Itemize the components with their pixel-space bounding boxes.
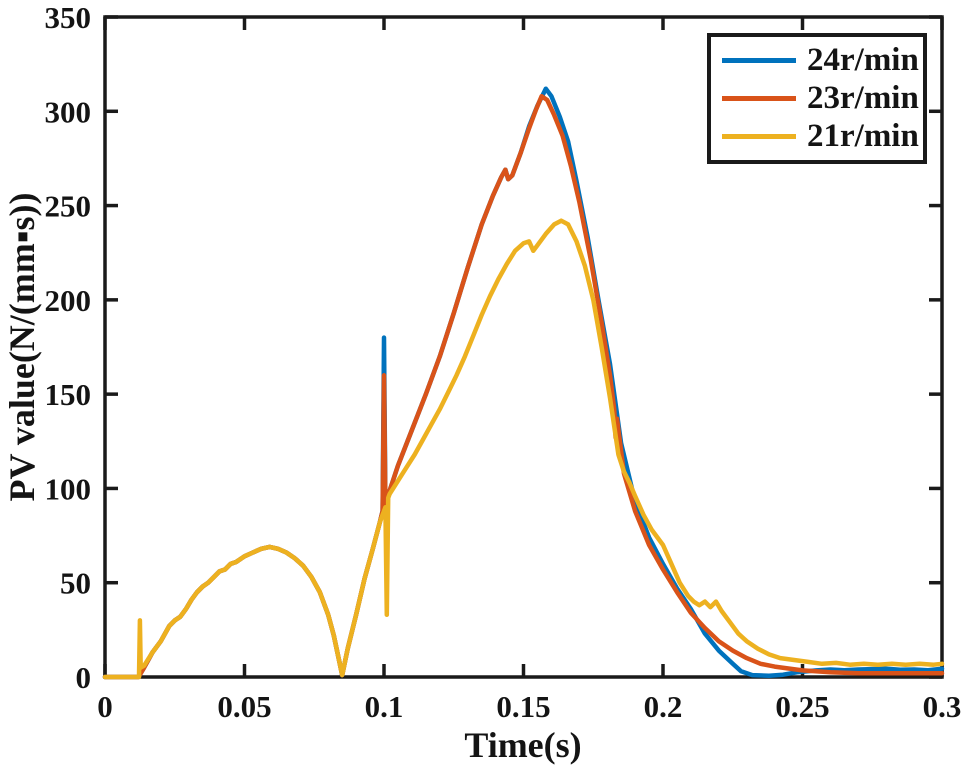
x-tick-label: 0.3 — [923, 689, 962, 724]
series-line-24rmin — [102, 86, 945, 680]
series-line-23rmin — [102, 93, 945, 680]
x-tick-label: 0.1 — [365, 689, 404, 724]
y-tick-label: 0 — [76, 660, 92, 695]
x-tick-label: 0.05 — [217, 689, 271, 724]
legend-line-swatch-23rmin — [722, 95, 796, 101]
data-series — [102, 86, 945, 680]
y-axis-label: PV value(N/(mm▪s)) — [2, 192, 42, 501]
axes: 0 0.05 0.1 0.15 0.2 0.25 0.3 0 50 100 150 200 250 300… — [45, 0, 962, 724]
x-axis-label: Time(s) — [464, 725, 581, 765]
x-tick-label: 0.25 — [775, 689, 829, 724]
y-tick-label: 350 — [45, 0, 92, 35]
y-tick-label: 200 — [45, 283, 92, 318]
legend-line-swatch-24rmin — [722, 58, 796, 64]
x-tick-label: 0.2 — [644, 689, 683, 724]
x-tick-label: 0.15 — [496, 689, 550, 724]
legend-item-23rmin: 23r/min — [722, 81, 919, 115]
legend-label-21rmin: 21r/min — [807, 117, 919, 154]
legend-item-21rmin: 21r/min — [722, 119, 919, 153]
x-tick-label: 0 — [97, 689, 113, 724]
y-tick-label: 250 — [45, 189, 92, 224]
y-tick-label: 50 — [60, 566, 91, 601]
series-line-21rmin — [102, 218, 945, 680]
y-tick-label: 150 — [45, 377, 92, 412]
y-tick-label: 300 — [45, 94, 92, 129]
legend-item-24rmin: 24r/min — [722, 44, 919, 77]
legend-line-swatch-21rmin — [722, 133, 796, 139]
legend-label-23rmin: 23r/min — [807, 79, 919, 116]
y-tick-label: 100 — [45, 471, 92, 506]
legend-label-24rmin: 24r/min — [807, 42, 919, 79]
legend: 24r/min 23r/min 21r/min — [707, 33, 927, 164]
